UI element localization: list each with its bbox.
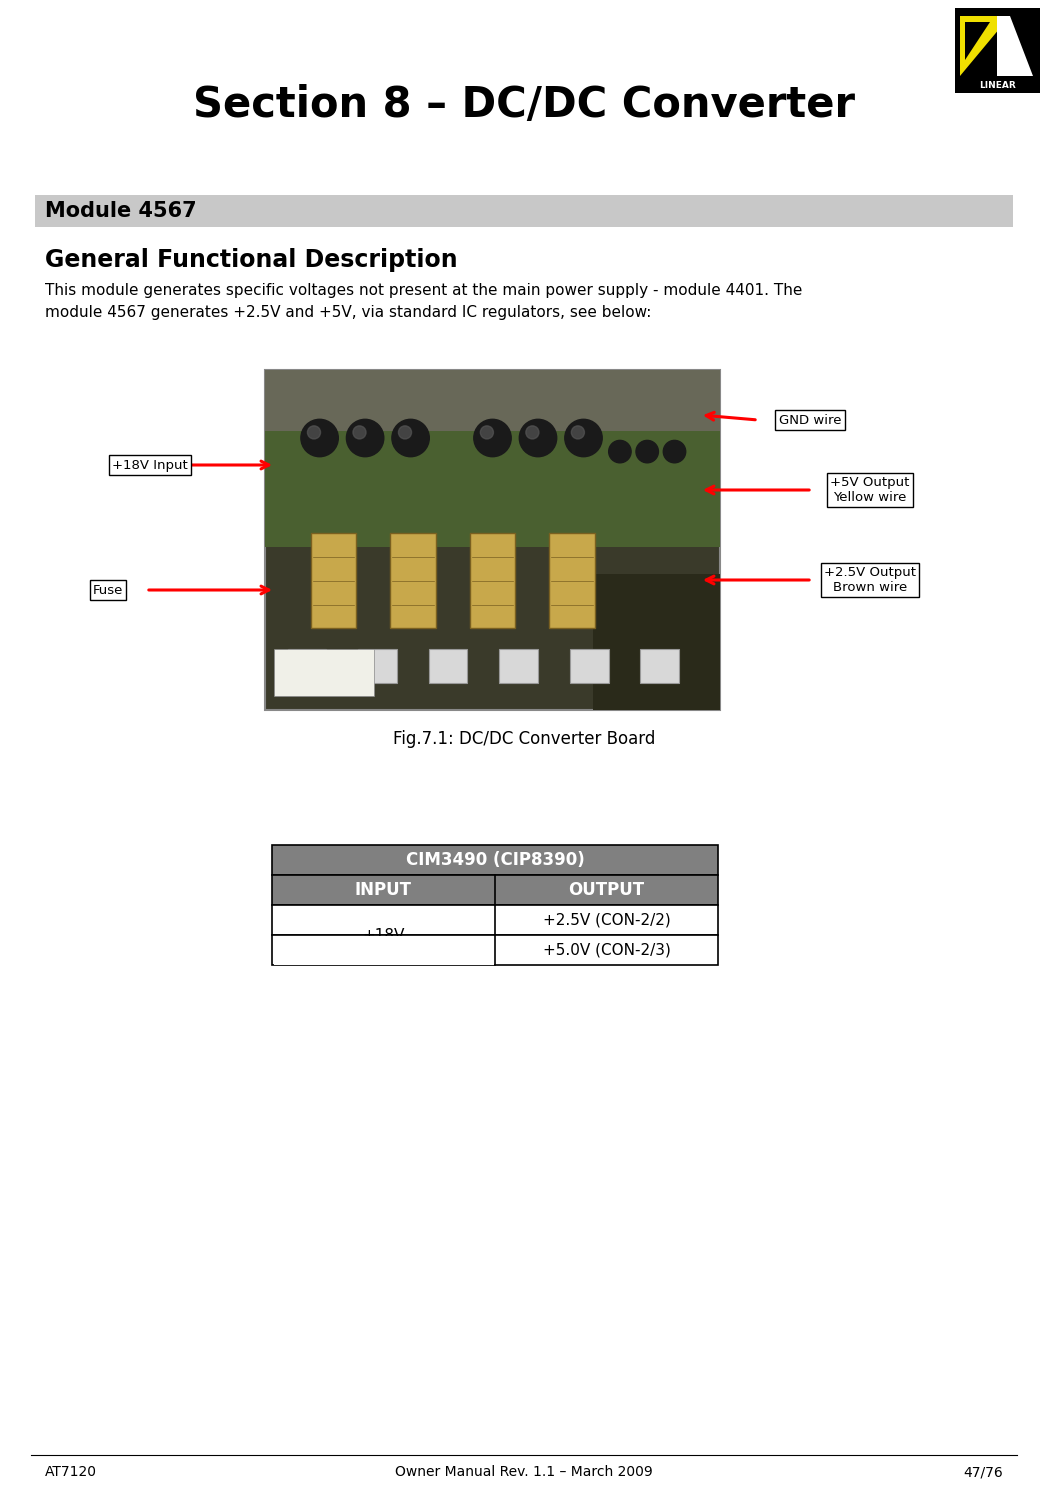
Circle shape — [565, 419, 603, 457]
Bar — [640, 648, 679, 682]
Polygon shape — [1010, 16, 1033, 76]
Circle shape — [307, 426, 321, 440]
Circle shape — [663, 441, 685, 463]
Bar — [274, 936, 494, 964]
Bar — [272, 904, 718, 936]
Circle shape — [636, 441, 658, 463]
Bar — [470, 533, 516, 629]
Bar — [429, 648, 467, 682]
Text: Fig.7.1: DC/DC Converter Board: Fig.7.1: DC/DC Converter Board — [393, 730, 655, 748]
Bar — [310, 533, 356, 629]
Text: Module 4567: Module 4567 — [45, 201, 197, 221]
Text: OUTPUT: OUTPUT — [568, 881, 645, 898]
Bar — [390, 533, 436, 629]
Bar — [955, 7, 1040, 92]
Bar — [265, 370, 720, 711]
Circle shape — [474, 419, 511, 457]
Bar — [272, 845, 718, 875]
Text: General Functional Description: General Functional Description — [45, 247, 458, 273]
Circle shape — [392, 419, 430, 457]
Text: This module generates specific voltages not present at the main power supply - m: This module generates specific voltages … — [45, 283, 803, 298]
Circle shape — [301, 419, 339, 457]
Circle shape — [398, 426, 412, 440]
Bar — [288, 648, 326, 682]
Circle shape — [520, 419, 556, 457]
Text: +5V Output
Yellow wire: +5V Output Yellow wire — [830, 475, 910, 504]
Text: Section 8 – DC/DC Converter: Section 8 – DC/DC Converter — [193, 83, 855, 127]
Text: LINEAR: LINEAR — [979, 80, 1016, 89]
Circle shape — [353, 426, 366, 440]
Text: +2.5V (CON-2/2): +2.5V (CON-2/2) — [543, 912, 671, 927]
Text: +18V: +18V — [363, 927, 405, 943]
Bar — [592, 574, 720, 711]
Circle shape — [480, 426, 494, 440]
Text: Fuse: Fuse — [93, 584, 124, 596]
Text: +2.5V Output
Brown wire: +2.5V Output Brown wire — [824, 566, 916, 595]
Text: module 4567 generates +2.5V and +5V, via standard IC regulators, see below:: module 4567 generates +2.5V and +5V, via… — [45, 305, 652, 320]
Bar — [358, 648, 397, 682]
Polygon shape — [965, 22, 990, 60]
Bar — [499, 648, 538, 682]
Bar — [265, 370, 720, 547]
Text: 47/76: 47/76 — [963, 1465, 1003, 1480]
Text: Owner Manual Rev. 1.1 – March 2009: Owner Manual Rev. 1.1 – March 2009 — [395, 1465, 653, 1480]
Bar — [549, 533, 595, 629]
Text: CIM3490 (CIP8390): CIM3490 (CIP8390) — [406, 851, 585, 869]
Bar — [35, 195, 1013, 226]
Bar — [272, 875, 718, 904]
Circle shape — [571, 426, 585, 440]
Circle shape — [526, 426, 539, 440]
Polygon shape — [960, 16, 1010, 76]
Text: +5.0V (CON-2/3): +5.0V (CON-2/3) — [543, 943, 671, 958]
Text: GND wire: GND wire — [779, 414, 842, 426]
Circle shape — [347, 419, 384, 457]
Bar — [272, 936, 718, 966]
Bar — [265, 370, 720, 431]
Circle shape — [609, 441, 631, 463]
Bar — [570, 648, 609, 682]
Bar — [275, 648, 374, 696]
Polygon shape — [997, 16, 1033, 76]
Text: INPUT: INPUT — [355, 881, 412, 898]
Text: AT7120: AT7120 — [45, 1465, 97, 1480]
Text: +18V Input: +18V Input — [112, 459, 188, 471]
